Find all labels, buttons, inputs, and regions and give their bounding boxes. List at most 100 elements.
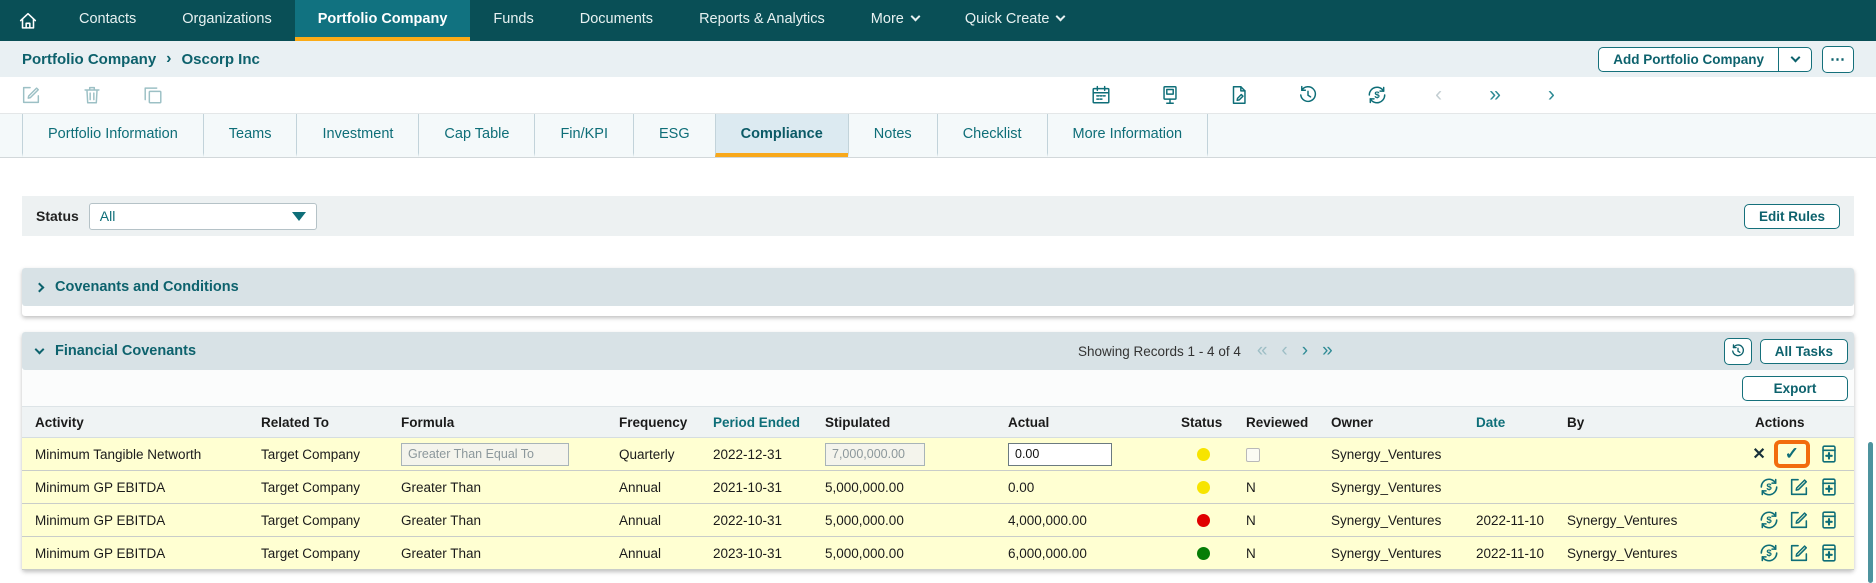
section-title: Financial Covenants (55, 343, 196, 359)
tab-more-information[interactable]: More Information (1047, 114, 1209, 157)
add-portfolio-company-dropdown[interactable] (1778, 47, 1812, 72)
col-actions: Actions (1740, 407, 1854, 438)
breadcrumb-parent[interactable]: Portfolio Company (22, 51, 156, 68)
scrollbar-thumb[interactable] (1868, 442, 1873, 583)
edit-row-button[interactable] (1788, 509, 1810, 531)
add-task-button[interactable] (1818, 476, 1840, 498)
nav-item-organizations[interactable]: Organizations (159, 0, 294, 41)
tab-investment[interactable]: Investment (296, 114, 418, 157)
nav-item-documents[interactable]: Documents (557, 0, 676, 41)
cell-formula: Greater Than (388, 504, 606, 537)
col-period-ended[interactable]: Period Ended (700, 407, 812, 438)
cell-activity: Minimum GP EBITDA (22, 504, 248, 537)
col-date[interactable]: Date (1463, 407, 1554, 438)
kiosk-button[interactable] (1159, 84, 1181, 106)
add-task-button[interactable] (1818, 509, 1840, 531)
financial-covenants-header[interactable]: Financial Covenants Showing Records 1 - … (22, 332, 1854, 370)
export-button[interactable]: Export (1742, 376, 1848, 401)
recalculate-button[interactable]: $ (1758, 476, 1780, 498)
breadcrumb-row: Portfolio Company › Oscorp Inc Add Portf… (0, 41, 1876, 77)
tab-compliance[interactable]: Compliance (715, 114, 848, 157)
all-tasks-button[interactable]: All Tasks (1760, 339, 1848, 364)
add-task-button[interactable] (1818, 443, 1840, 465)
next-record-button[interactable]: › (1548, 85, 1555, 105)
pagination-first-icon[interactable]: « (1257, 343, 1268, 359)
col-owner[interactable]: Owner (1318, 407, 1463, 438)
tab-fin-kpi[interactable]: Fin/KPI (534, 114, 633, 157)
tab-esg[interactable]: ESG (633, 114, 715, 157)
status-filter-select[interactable]: All (89, 203, 317, 230)
tab-label: Portfolio Information (48, 126, 178, 142)
add-portfolio-company-button[interactable]: Add Portfolio Company (1598, 47, 1778, 72)
cell-period-ended: 2022-10-31 (700, 504, 812, 537)
col-formula[interactable]: Formula (388, 407, 606, 438)
nav-item-more[interactable]: More (848, 0, 942, 41)
tab-cap-table[interactable]: Cap Table (418, 114, 534, 157)
nav-item-quick-create[interactable]: Quick Create (942, 0, 1088, 41)
tab-checklist[interactable]: Checklist (937, 114, 1047, 157)
edit-icon (1788, 509, 1810, 531)
status-filter-label: Status (36, 208, 79, 224)
currency-refresh-button[interactable]: $ (1366, 84, 1388, 106)
col-stipulated[interactable]: Stipulated (812, 407, 995, 438)
edit-record-button[interactable] (20, 84, 42, 106)
reviewed-checkbox[interactable] (1246, 448, 1260, 462)
section-history-button[interactable] (1724, 338, 1752, 365)
nav-item-funds[interactable]: Funds (470, 0, 556, 41)
document-button[interactable] (1228, 84, 1250, 106)
actual-input[interactable] (1008, 443, 1112, 466)
status-dot (1197, 448, 1210, 461)
add-task-icon (1818, 542, 1840, 564)
col-frequency[interactable]: Frequency (606, 407, 700, 438)
edit-rules-button[interactable]: Edit Rules (1744, 204, 1840, 229)
history-button[interactable] (1297, 84, 1319, 106)
nav-label: Contacts (79, 11, 136, 27)
copy-record-button[interactable] (142, 84, 164, 106)
stipulated-input[interactable] (825, 443, 925, 466)
tab-portfolio-information[interactable]: Portfolio Information (22, 114, 203, 157)
cell-stipulated: 5,000,000.00 (812, 471, 995, 504)
col-by[interactable]: By (1554, 407, 1740, 438)
prev-record-button[interactable]: ‹ (1435, 85, 1442, 105)
status-dot (1197, 547, 1210, 560)
cell-related-to: Target Company (248, 537, 388, 570)
cell-activity: Minimum GP EBITDA (22, 471, 248, 504)
cancel-edit-icon[interactable]: ✕ (1752, 444, 1765, 464)
recalculate-button[interactable]: $ (1758, 542, 1780, 564)
add-task-button[interactable] (1818, 542, 1840, 564)
cell-frequency: Annual (606, 471, 700, 504)
last-record-button[interactable]: » (1489, 85, 1501, 105)
calendar-button[interactable] (1090, 84, 1112, 106)
col-status[interactable]: Status (1168, 407, 1233, 438)
formula-input[interactable] (401, 443, 569, 466)
edit-row-button[interactable] (1788, 542, 1810, 564)
col-reviewed[interactable]: Reviewed (1233, 407, 1318, 438)
tab-notes[interactable]: Notes (848, 114, 937, 157)
col-related-to[interactable]: Related To (248, 407, 388, 438)
pagination-prev-icon[interactable]: ‹ (1281, 343, 1287, 359)
cell-owner: Synergy_Ventures (1318, 537, 1463, 570)
home-button[interactable] (0, 0, 56, 41)
tab-teams[interactable]: Teams (203, 114, 297, 157)
cell-period-ended: 2023-10-31 (700, 537, 812, 570)
more-options-button[interactable]: ⋯ (1822, 46, 1854, 73)
cell-frequency: Annual (606, 537, 700, 570)
recalculate-button[interactable]: $ (1758, 509, 1780, 531)
nav-item-portfolio-company[interactable]: Portfolio Company (295, 0, 471, 41)
col-activity[interactable]: Activity (22, 407, 248, 438)
cell-owner: Synergy_Ventures (1318, 471, 1463, 504)
nav-item-contacts[interactable]: Contacts (56, 0, 159, 41)
nav-item-reports-analytics[interactable]: Reports & Analytics (676, 0, 848, 41)
edit-row-button[interactable] (1788, 476, 1810, 498)
cell-reviewed: N (1233, 471, 1318, 504)
col-actual[interactable]: Actual (995, 407, 1168, 438)
trash-icon (81, 84, 103, 106)
pagination-next-icon[interactable]: › (1302, 343, 1308, 359)
tab-label: More Information (1073, 126, 1183, 142)
tab-label: Fin/KPI (560, 126, 608, 142)
cell-stipulated: 5,000,000.00 (812, 537, 995, 570)
delete-record-button[interactable] (81, 84, 103, 106)
covenants-conditions-header[interactable]: Covenants and Conditions (22, 268, 1854, 306)
pagination-last-icon[interactable]: » (1322, 343, 1333, 359)
save-edit-highlight-box[interactable]: ✓ (1774, 440, 1810, 468)
